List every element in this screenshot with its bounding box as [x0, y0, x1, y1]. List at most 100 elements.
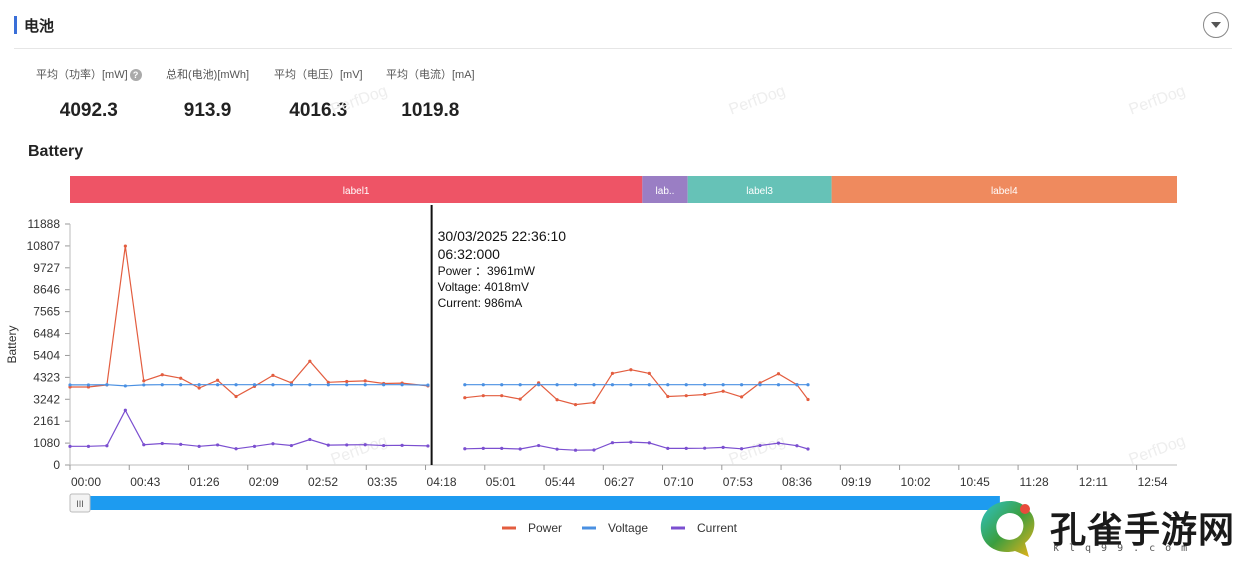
data-point-voltage[interactable] — [271, 383, 275, 387]
data-point-voltage[interactable] — [647, 383, 651, 387]
data-point-power[interactable] — [666, 394, 670, 399]
data-point-current[interactable] — [326, 443, 330, 447]
scrollbar-handle[interactable] — [69, 493, 91, 513]
data-point-power[interactable] — [363, 379, 367, 383]
data-point-power[interactable] — [684, 394, 688, 398]
data-point-voltage[interactable] — [363, 383, 367, 387]
data-point-current[interactable] — [481, 446, 485, 450]
data-point-current[interactable] — [345, 443, 349, 447]
data-point-voltage[interactable] — [795, 383, 799, 387]
data-point-power[interactable] — [345, 379, 349, 384]
data-point-current[interactable] — [289, 443, 293, 448]
data-point-current[interactable] — [216, 443, 220, 447]
data-point-voltage[interactable] — [326, 383, 330, 387]
data-point-voltage[interactable] — [684, 383, 688, 387]
data-point-power[interactable] — [123, 244, 127, 248]
data-point-current[interactable] — [463, 447, 467, 451]
data-point-power[interactable] — [197, 386, 201, 390]
data-point-voltage[interactable] — [197, 383, 201, 387]
data-point-current[interactable] — [363, 443, 367, 447]
data-point-power[interactable] — [216, 378, 220, 382]
label-segment[interactable] — [831, 176, 1177, 203]
data-point-voltage[interactable] — [806, 383, 810, 387]
data-point-voltage[interactable] — [179, 383, 183, 387]
data-point-current[interactable] — [592, 448, 596, 452]
data-point-voltage[interactable] — [234, 383, 238, 387]
data-point-voltage[interactable] — [105, 383, 109, 387]
data-point-current[interactable] — [518, 447, 522, 451]
data-point-current[interactable] — [776, 441, 781, 445]
data-point-power[interactable] — [463, 396, 467, 400]
data-point-voltage[interactable] — [142, 383, 146, 387]
data-point-current[interactable] — [758, 443, 762, 448]
data-point-voltage[interactable] — [703, 383, 707, 387]
data-point-power[interactable] — [629, 368, 633, 372]
data-point-voltage[interactable] — [739, 383, 744, 387]
data-point-power[interactable] — [721, 389, 725, 393]
data-point-current[interactable] — [610, 441, 615, 445]
data-point-power[interactable] — [647, 371, 651, 375]
data-point-current[interactable] — [555, 447, 559, 451]
data-point-current[interactable] — [666, 446, 670, 450]
data-point-current[interactable] — [86, 444, 91, 448]
data-point-voltage[interactable] — [592, 383, 596, 387]
data-point-power[interactable] — [573, 402, 578, 407]
data-point-current[interactable] — [629, 440, 633, 444]
data-point-current[interactable] — [160, 441, 164, 446]
data-point-current[interactable] — [573, 448, 578, 452]
data-point-power[interactable] — [234, 394, 238, 399]
data-point-power[interactable] — [271, 373, 275, 377]
scrollbar-track[interactable] — [70, 496, 1000, 510]
data-point-voltage[interactable] — [86, 383, 91, 387]
data-point-voltage[interactable] — [610, 383, 615, 387]
data-point-voltage[interactable] — [573, 383, 578, 387]
data-point-power[interactable] — [160, 373, 164, 377]
data-point-power[interactable] — [739, 395, 744, 399]
data-point-voltage[interactable] — [68, 383, 72, 387]
data-point-voltage[interactable] — [252, 383, 257, 387]
data-point-voltage[interactable] — [345, 383, 349, 387]
data-point-current[interactable] — [123, 408, 127, 412]
data-point-voltage[interactable] — [666, 383, 670, 387]
data-point-current[interactable] — [795, 444, 799, 448]
data-point-current[interactable] — [537, 443, 541, 448]
help-icon[interactable]: ? — [129, 69, 142, 82]
data-point-voltage[interactable] — [382, 383, 386, 387]
data-point-power[interactable] — [500, 394, 504, 398]
data-point-current[interactable] — [684, 446, 688, 450]
data-point-voltage[interactable] — [426, 383, 430, 387]
data-point-voltage[interactable] — [400, 383, 404, 387]
collapse-button[interactable] — [1203, 12, 1229, 38]
data-point-current[interactable] — [105, 444, 109, 448]
data-point-current[interactable] — [142, 443, 146, 447]
data-point-power[interactable] — [610, 371, 615, 375]
data-point-voltage[interactable] — [123, 384, 127, 388]
data-point-voltage[interactable] — [537, 383, 541, 387]
data-point-current[interactable] — [703, 446, 707, 450]
data-point-current[interactable] — [721, 445, 725, 449]
data-point-voltage[interactable] — [500, 383, 504, 387]
label-segment[interactable] — [687, 176, 832, 203]
data-point-current[interactable] — [739, 447, 744, 451]
data-point-current[interactable] — [197, 444, 201, 448]
data-point-power[interactable] — [481, 394, 485, 398]
data-point-power[interactable] — [555, 398, 559, 402]
data-point-current[interactable] — [806, 447, 810, 451]
data-point-voltage[interactable] — [629, 383, 633, 387]
data-point-current[interactable] — [271, 442, 275, 446]
data-point-current[interactable] — [500, 446, 504, 450]
data-point-power[interactable] — [308, 359, 312, 363]
data-point-voltage[interactable] — [758, 383, 762, 387]
data-point-voltage[interactable] — [463, 383, 467, 387]
data-point-power[interactable] — [703, 392, 707, 397]
data-point-voltage[interactable] — [776, 383, 781, 387]
label-segment[interactable] — [642, 176, 688, 203]
data-point-voltage[interactable] — [518, 383, 522, 387]
data-point-voltage[interactable] — [308, 383, 312, 387]
data-point-power[interactable] — [179, 376, 183, 380]
data-point-current[interactable] — [426, 444, 430, 448]
data-point-voltage[interactable] — [555, 383, 559, 387]
data-point-power[interactable] — [142, 379, 146, 383]
data-point-current[interactable] — [252, 444, 257, 448]
